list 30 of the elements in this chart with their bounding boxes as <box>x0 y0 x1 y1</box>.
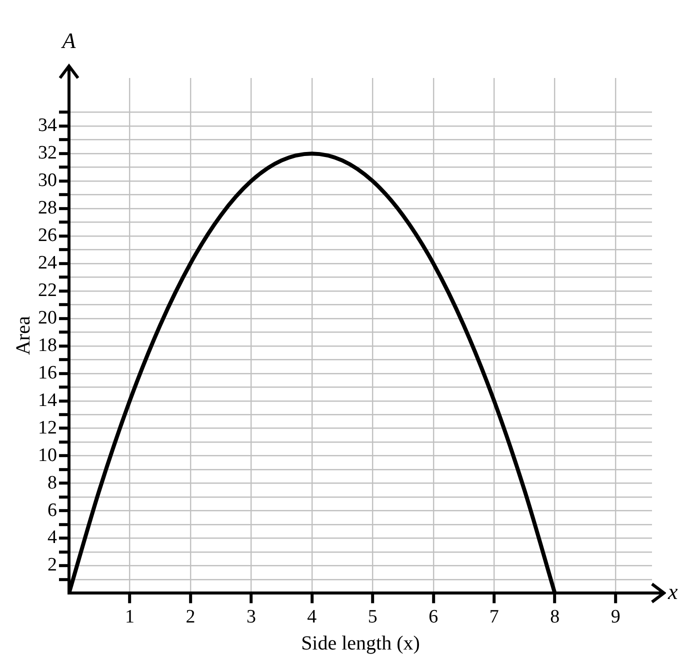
x-tick-label: 6 <box>428 606 438 628</box>
y-tick-label: 24 <box>38 252 58 274</box>
x-tick-label: 4 <box>307 606 318 628</box>
text: A <box>60 28 77 54</box>
y-tick-label: 6 <box>48 500 57 521</box>
text: x <box>668 579 678 606</box>
x-tick-label: 8 <box>550 606 560 628</box>
y-tick-label: 18 <box>38 334 57 356</box>
y-tick-label: 2 <box>48 554 57 576</box>
x-tick-label: 3 <box>246 606 256 628</box>
y-axis-title: Area <box>12 316 34 356</box>
x-tick-label: 2 <box>186 606 196 628</box>
y-tick-label: 16 <box>38 362 57 384</box>
y-tick-label: 32 <box>38 142 57 164</box>
y-tick-label: 34 <box>38 115 58 136</box>
x-tick-label: 9 <box>610 606 620 628</box>
y-tick-label: 4 <box>48 527 58 548</box>
x-axis-title: Side length (x) <box>301 632 420 654</box>
x-tick-label: 5 <box>368 606 378 628</box>
y-tick-label: 28 <box>38 198 57 218</box>
y-tick-label: 26 <box>38 224 57 246</box>
y-tick-label: 14 <box>38 390 58 411</box>
y-tick-label: 8 <box>48 472 57 494</box>
y-tick-label: 12 <box>38 417 57 438</box>
x-tick-label: 7 <box>489 606 499 628</box>
y-tick-label: 10 <box>38 444 57 466</box>
y-tick-label: 22 <box>38 280 57 301</box>
y-tick-label: 20 <box>38 307 57 328</box>
x-tick-label: 1 <box>124 606 134 628</box>
y-tick-label: 30 <box>38 170 57 192</box>
